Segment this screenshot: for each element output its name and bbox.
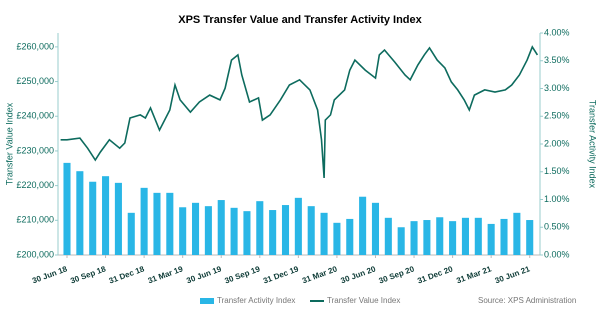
y-tick-label: £220,000 — [16, 180, 54, 190]
y2-tick-label: 1.00% — [544, 194, 570, 204]
bar — [307, 206, 315, 255]
x-tick-label: 30 Jun 20 — [340, 264, 378, 285]
y-tick-label: £200,000 — [16, 249, 54, 259]
y-tick-label: £230,000 — [16, 145, 54, 155]
bar — [140, 187, 148, 255]
bar — [513, 212, 521, 255]
y-tick-label: £210,000 — [16, 215, 54, 225]
bar — [320, 212, 328, 255]
bar — [191, 202, 200, 255]
x-tick-label: 30 Sep 19 — [223, 264, 261, 285]
bar — [102, 176, 110, 255]
bar — [487, 223, 495, 255]
x-tick-label: 30 Sep 20 — [378, 264, 416, 285]
x-tick-label: 31 Dec 18 — [108, 264, 146, 285]
y2-tick-label: 1.50% — [544, 166, 570, 176]
bar — [461, 217, 469, 255]
bar — [474, 217, 482, 255]
x-tick-label: 30 Jun 18 — [31, 264, 69, 285]
bar — [114, 182, 122, 255]
bar — [333, 222, 341, 255]
bar — [217, 200, 225, 255]
bar — [281, 205, 290, 255]
source: Source: XPS Administration — [478, 296, 576, 305]
bar — [346, 218, 354, 255]
bar — [436, 217, 444, 255]
bar — [397, 227, 405, 255]
y2-tick-label: 2.00% — [544, 138, 570, 148]
bar — [269, 210, 277, 255]
y-tick-label: £240,000 — [16, 111, 54, 121]
y2-tick-label: 3.00% — [544, 83, 570, 93]
bar — [76, 171, 84, 255]
bar — [153, 192, 161, 255]
y2-tick-label: 0.00% — [544, 249, 570, 259]
x-tick-label: 31 Mar 19 — [147, 264, 185, 285]
bar — [127, 212, 135, 255]
y2-axis-title: Transfer Activity Index — [588, 100, 598, 189]
y-axis-title: Transfer Value Index — [4, 102, 14, 185]
bar — [166, 192, 174, 255]
y2-tick-label: 2.50% — [544, 111, 570, 121]
legend-swatch — [200, 298, 214, 304]
x-tick-label: 31 Mar 21 — [455, 264, 493, 285]
y-tick-label: £250,000 — [16, 76, 54, 86]
bar — [89, 181, 97, 255]
x-tick-label: 31 Dec 20 — [416, 264, 454, 285]
bar — [500, 218, 508, 255]
legend-label: Transfer Activity Index — [217, 296, 295, 305]
y-tick-label: £260,000 — [16, 41, 54, 51]
bar — [384, 217, 392, 255]
bar — [63, 162, 71, 255]
bar — [204, 206, 212, 255]
bar — [526, 220, 534, 255]
bar — [449, 221, 457, 255]
bar — [359, 196, 367, 255]
x-tick-label: 31 Mar 20 — [301, 264, 339, 285]
bar — [256, 201, 264, 255]
legend-label: Transfer Value Index — [327, 296, 400, 305]
bar — [423, 220, 431, 255]
x-tick-label: 31 Dec 19 — [262, 264, 300, 285]
x-tick-label: 30 Jun 19 — [185, 264, 223, 285]
chart-title: XPS Transfer Value and Transfer Activity… — [178, 14, 422, 26]
y2-tick-label: 4.00% — [544, 27, 570, 37]
x-tick-label: 30 Jun 21 — [494, 264, 532, 285]
bar — [179, 207, 187, 255]
y2-tick-label: 0.50% — [544, 222, 570, 232]
y2-tick-label: 3.50% — [544, 55, 570, 65]
bar — [294, 197, 302, 255]
bar — [230, 207, 238, 255]
x-tick-label: 30 Sep 18 — [69, 264, 107, 285]
line — [60, 45, 539, 179]
bar — [410, 221, 418, 255]
bar — [371, 202, 380, 255]
bar — [243, 211, 251, 255]
